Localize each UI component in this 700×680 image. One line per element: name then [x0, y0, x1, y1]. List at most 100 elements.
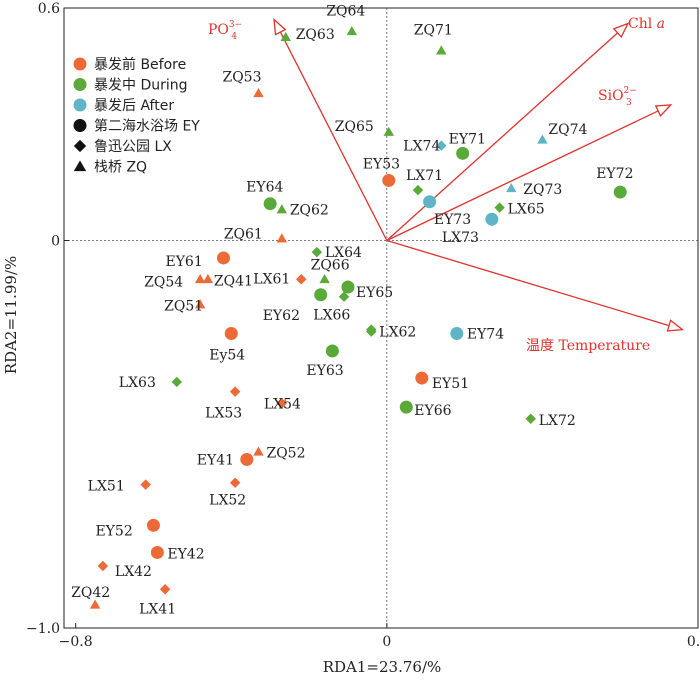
legend-swatch-before	[73, 57, 87, 71]
sample-point-label: ZQ73	[523, 182, 562, 198]
sample-point-zq	[280, 31, 291, 41]
sample-point-label: EY62	[263, 308, 300, 324]
sample-point-label: ZQ64	[326, 3, 365, 19]
sample-point-ey	[415, 371, 429, 385]
sample-point-lx	[525, 413, 536, 424]
sample-point-label: EY51	[432, 376, 469, 392]
sample-point-ey	[314, 288, 328, 302]
sample-point-label: ZQ63	[296, 27, 335, 43]
sample-point-lx	[311, 246, 323, 258]
sample-point-ey	[382, 173, 396, 187]
zero-reference-lines	[64, 8, 698, 628]
sample-point-zq	[436, 45, 447, 55]
vector-label: 温度 Temperature	[526, 338, 650, 354]
sample-point-label: EY61	[165, 254, 202, 270]
sample-point-zq	[506, 182, 517, 193]
sample-point-label: LX64	[325, 245, 362, 261]
vector-label: SiO2− 3	[598, 86, 637, 108]
sample-point-label: LX51	[88, 479, 125, 495]
sample-point-zq	[276, 233, 288, 243]
plot-frame	[63, 7, 699, 629]
sample-point-ey	[224, 327, 238, 340]
sample-point-label: ZQ41	[214, 273, 253, 289]
x-tick-label: 0.8	[687, 634, 700, 650]
sample-point-label: ZQ51	[164, 298, 203, 314]
sample-point-zq	[319, 274, 330, 284]
sample-point-label: EY53	[363, 156, 400, 172]
vector-line	[279, 31, 388, 241]
sample-point-label: EY74	[467, 327, 504, 343]
sample-point-label: EY65	[356, 285, 393, 301]
sample-point-label: LX52	[209, 493, 246, 509]
sample-point-label: LX73	[442, 230, 479, 246]
sample-point-ey	[450, 327, 464, 340]
sample-point-label: EY52	[95, 523, 132, 539]
sample-point-label: LX71	[406, 168, 443, 184]
legend-label: 栈桥 ZQ	[94, 160, 147, 176]
sample-point-zq	[276, 204, 288, 214]
vector-label: Chl a	[628, 16, 665, 32]
legend-label: 鲁迅公园 LX	[94, 139, 172, 155]
sample-point-ey	[423, 195, 437, 209]
sample-point-zq	[537, 134, 548, 144]
sample-points	[89, 26, 627, 609]
sample-point-lx	[412, 184, 424, 196]
sample-point-ey	[146, 518, 160, 532]
sample-point-label: ZQ61	[224, 227, 263, 243]
sample-point-lx	[296, 274, 307, 285]
sample-point-lx	[140, 479, 151, 490]
sample-point-label: ZQ54	[144, 274, 183, 290]
sample-point-zq	[194, 299, 206, 309]
sample-point-lx	[486, 215, 498, 227]
sample-point-lx	[276, 398, 288, 409]
sample-point-zq	[346, 26, 358, 36]
sample-point-zq	[202, 274, 214, 284]
sample-point-lx	[229, 386, 241, 397]
legend-label: 暴发后 After	[94, 98, 174, 114]
sample-point-ey	[216, 251, 230, 265]
sample-point-label: LX53	[205, 406, 242, 422]
sample-point-labels: ZQ64 ZQ63 ZQ71 ZQ53 ZQ65 LX74 EY71 ZQ74 EY53 LX71…	[71, 3, 633, 617]
sample-point-label: LX62	[379, 325, 416, 341]
sample-point-label: LX74	[403, 139, 440, 155]
sample-point-zq	[253, 88, 264, 98]
sample-point-lx	[97, 560, 109, 572]
y-tick-label: 0	[51, 234, 60, 250]
sample-point-label: ZQ65	[335, 119, 374, 135]
legend-label: 暴发中 During	[94, 78, 188, 94]
y-tick-label: −1.0	[26, 621, 60, 637]
sample-point-label: EY71	[449, 131, 486, 147]
sample-point-lx	[366, 326, 377, 337]
vector-arrowhead	[666, 319, 685, 332]
sample-point-label: LX72	[539, 413, 576, 429]
sample-point-zq	[89, 599, 101, 609]
sample-point-label: EY41	[197, 452, 234, 468]
sample-point-label: ZQ74	[548, 122, 587, 138]
sample-point-lx	[171, 376, 183, 388]
legend-shape-triangle	[73, 160, 87, 172]
sample-point-label: ZQ71	[414, 23, 453, 39]
y-axis-title: RDA2=11.99/%	[2, 256, 20, 375]
sample-point-label: LX61	[253, 271, 290, 287]
legend-shape-circle	[73, 119, 87, 132]
sample-point-label: ZQ52	[266, 446, 305, 462]
sample-point-label: EY72	[596, 166, 633, 182]
sample-point-lx	[229, 477, 241, 488]
sample-point-label: LX54	[264, 396, 301, 412]
vector-line	[386, 239, 670, 327]
environment-vectors: PO3− 4 Chl a SiO2− 3 温度 Temperature	[208, 16, 685, 354]
sample-point-label: LX63	[119, 375, 156, 391]
legend: 暴发前 Before 暴发中 During 暴发后 After 第二海水浴场 EY 鲁迅…	[73, 56, 200, 176]
vector-label: PO3− 4	[208, 20, 242, 42]
sample-point-ey	[399, 400, 413, 414]
sample-point-lx	[494, 202, 505, 213]
x-tick-label: −0.8	[59, 634, 93, 650]
x-tick-label: 0	[382, 634, 391, 650]
sample-point-ey	[325, 344, 339, 358]
sample-point-ey	[613, 185, 627, 199]
sample-point-label: ZQ62	[290, 203, 329, 219]
sample-point-label: LX65	[508, 202, 545, 218]
sample-point-lx	[159, 584, 171, 595]
legend-shape-diamond	[73, 139, 87, 153]
